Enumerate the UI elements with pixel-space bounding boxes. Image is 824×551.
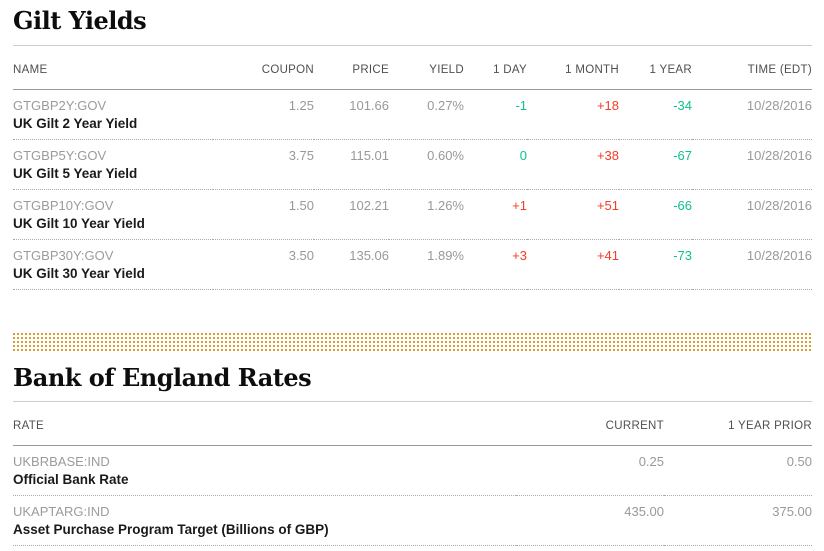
column-header-1day: 1 DAY — [464, 44, 527, 90]
column-header-current: CURRENT — [516, 400, 664, 446]
change-1year: -67 — [619, 139, 692, 190]
coupon-value: 1.25 — [213, 89, 314, 140]
column-header-price: PRICE — [314, 44, 389, 90]
change-1day: +1 — [464, 189, 527, 240]
change-1year: -73 — [619, 239, 692, 290]
time-value: 10/28/2016 — [692, 239, 812, 290]
security-cell[interactable]: UKAPTARG:IND Asset Purchase Program Targ… — [13, 495, 516, 546]
security-ticker[interactable]: GTGBP2Y:GOV — [13, 97, 107, 113]
yield-value: 0.27% — [389, 89, 464, 140]
column-header-time: TIME (EDT) — [692, 44, 812, 90]
price-value: 102.21 — [314, 189, 389, 240]
change-1month: +51 — [527, 189, 619, 240]
column-header-yield: YIELD — [389, 44, 464, 90]
gilt-yields-table: NAME COUPON PRICE YIELD 1 DAY 1 MONTH 1 … — [13, 44, 812, 290]
security-ticker[interactable]: GTGBP10Y:GOV — [13, 197, 114, 213]
table-row[interactable]: GTGBP5Y:GOV UK Gilt 5 Year Yield 3.75 11… — [13, 139, 812, 190]
security-cell[interactable]: GTGBP2Y:GOV UK Gilt 2 Year Yield — [13, 89, 213, 140]
change-1month: +38 — [527, 139, 619, 190]
column-header-1year: 1 YEAR — [619, 44, 692, 90]
column-header-1year-prior: 1 YEAR PRIOR — [664, 400, 812, 446]
boe-header-row: RATE CURRENT 1 YEAR PRIOR — [13, 400, 812, 446]
yield-value: 1.89% — [389, 239, 464, 290]
coupon-value: 1.50 — [213, 189, 314, 240]
security-name: Official Bank Rate — [13, 471, 129, 487]
section-title-boe-rates: Bank of England Rates — [13, 362, 312, 392]
ad-placeholder-band — [13, 332, 812, 353]
change-1day: -1 — [464, 89, 527, 140]
yield-value: 1.26% — [389, 189, 464, 240]
time-value: 10/28/2016 — [692, 139, 812, 190]
table-row[interactable]: GTGBP2Y:GOV UK Gilt 2 Year Yield 1.25 10… — [13, 89, 812, 140]
security-ticker[interactable]: GTGBP5Y:GOV — [13, 147, 107, 163]
current-value: 0.25 — [516, 445, 664, 496]
security-ticker[interactable]: GTGBP30Y:GOV — [13, 247, 114, 263]
coupon-value: 3.75 — [213, 139, 314, 190]
table-row[interactable]: UKBRBASE:IND Official Bank Rate 0.25 0.5… — [13, 445, 812, 496]
change-1day: +3 — [464, 239, 527, 290]
security-ticker[interactable]: UKBRBASE:IND — [13, 453, 110, 469]
security-name: UK Gilt 2 Year Yield — [13, 115, 138, 131]
column-header-1month: 1 MONTH — [527, 44, 619, 90]
current-value: 435.00 — [516, 495, 664, 546]
gilt-header-row: NAME COUPON PRICE YIELD 1 DAY 1 MONTH 1 … — [13, 44, 812, 90]
security-cell[interactable]: GTGBP5Y:GOV UK Gilt 5 Year Yield — [13, 139, 213, 190]
column-header-coupon: COUPON — [213, 44, 314, 90]
change-1year: -34 — [619, 89, 692, 140]
security-name: Asset Purchase Program Target (Billions … — [13, 521, 329, 537]
column-header-name: NAME — [13, 44, 213, 90]
column-header-rate: RATE — [13, 400, 516, 446]
security-cell[interactable]: GTGBP30Y:GOV UK Gilt 30 Year Yield — [13, 239, 213, 290]
price-value: 135.06 — [314, 239, 389, 290]
yield-value: 0.60% — [389, 139, 464, 190]
coupon-value: 3.50 — [213, 239, 314, 290]
prior-value: 375.00 — [664, 495, 812, 546]
prior-value: 0.50 — [664, 445, 812, 496]
price-value: 115.01 — [314, 139, 389, 190]
change-1year: -66 — [619, 189, 692, 240]
change-1month: +18 — [527, 89, 619, 140]
change-1month: +41 — [527, 239, 619, 290]
security-name: UK Gilt 10 Year Yield — [13, 215, 145, 231]
security-cell[interactable]: GTGBP10Y:GOV UK Gilt 10 Year Yield — [13, 189, 213, 240]
time-value: 10/28/2016 — [692, 89, 812, 140]
table-row[interactable]: GTGBP10Y:GOV UK Gilt 10 Year Yield 1.50 … — [13, 189, 812, 240]
time-value: 10/28/2016 — [692, 189, 812, 240]
security-name: UK Gilt 30 Year Yield — [13, 265, 145, 281]
security-ticker[interactable]: UKAPTARG:IND — [13, 503, 110, 519]
table-row[interactable]: UKAPTARG:IND Asset Purchase Program Targ… — [13, 495, 812, 546]
security-cell[interactable]: UKBRBASE:IND Official Bank Rate — [13, 445, 516, 496]
change-1day: 0 — [464, 139, 527, 190]
security-name: UK Gilt 5 Year Yield — [13, 165, 138, 181]
price-value: 101.66 — [314, 89, 389, 140]
boe-rates-table: RATE CURRENT 1 YEAR PRIOR UKBRBASE:IND O… — [13, 400, 812, 546]
table-row[interactable]: GTGBP30Y:GOV UK Gilt 30 Year Yield 3.50 … — [13, 239, 812, 290]
section-title-gilt-yields: Gilt Yields — [13, 6, 147, 35]
